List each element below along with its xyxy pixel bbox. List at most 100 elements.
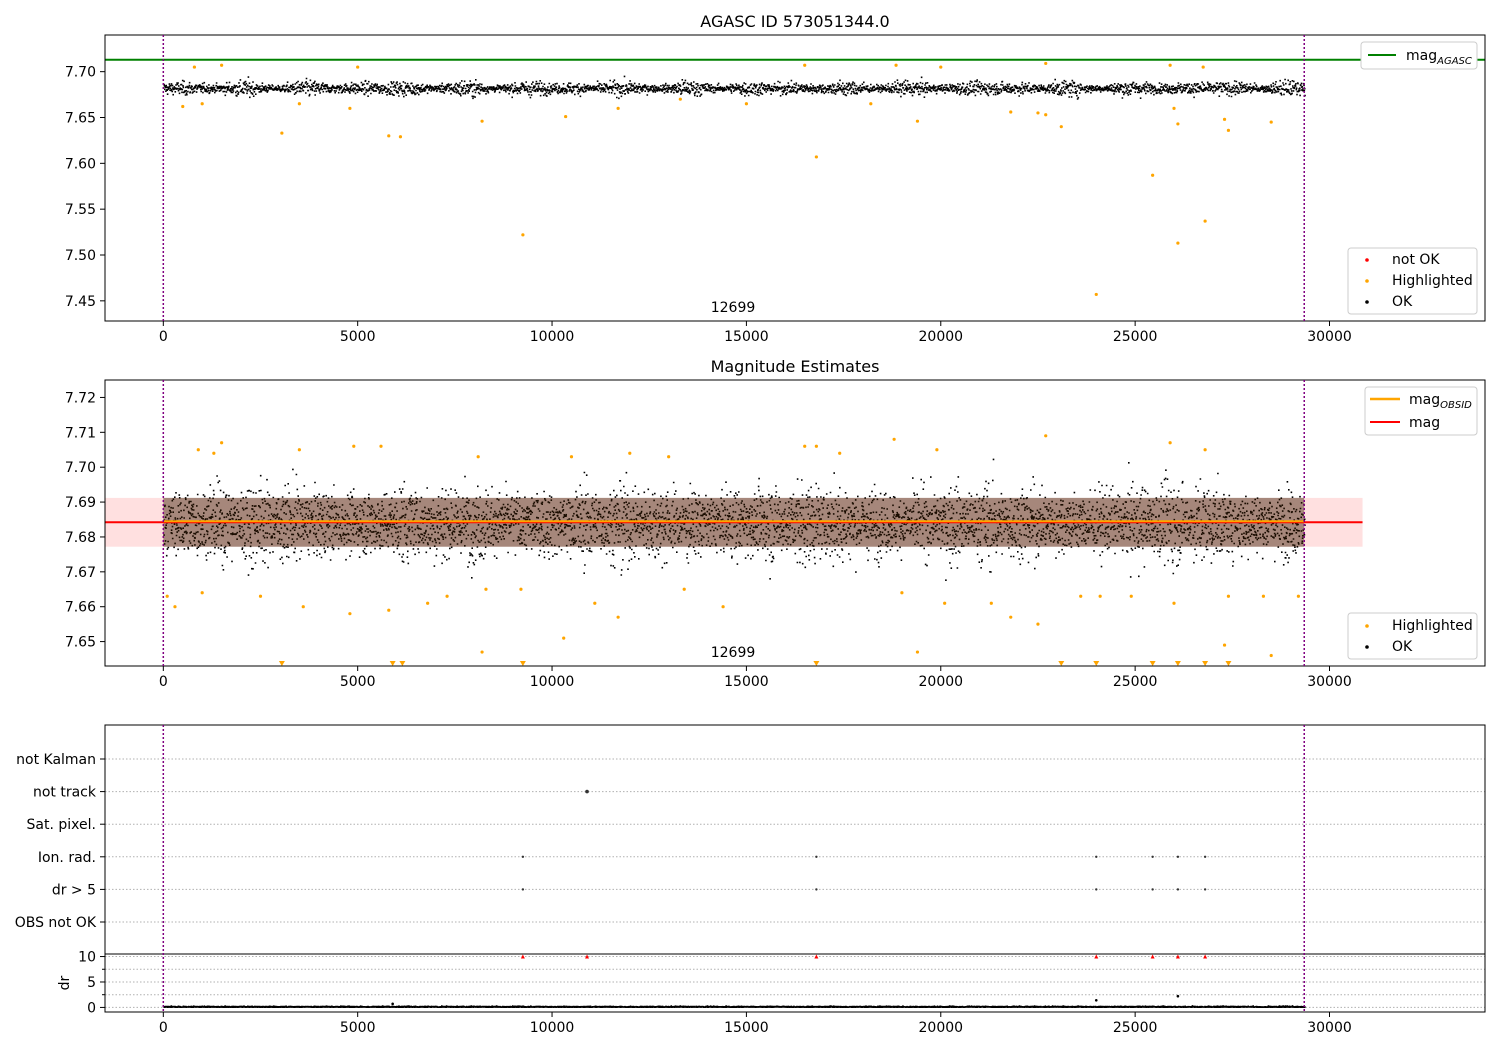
highlighted-point: [297, 448, 301, 452]
flag-point: [1095, 855, 1098, 858]
highlighted-point: [1172, 106, 1176, 110]
highlighted-point: [220, 441, 224, 445]
flag-label: Sat. pixel.: [27, 817, 96, 833]
flags-labels: not Kalman not track Sat. pixel. Ion. rad. d…: [15, 752, 97, 931]
highlighted-point: [616, 615, 620, 619]
dr-clipped-marker: [1094, 954, 1099, 959]
highlighted-point: [356, 65, 360, 69]
x-tick-label: 5000: [340, 329, 376, 345]
x-tick-label: 15000: [724, 329, 769, 345]
dr-clipped-marker: [520, 954, 525, 959]
highlighted-point: [387, 134, 391, 138]
y-tick-label: 7.55: [65, 202, 96, 218]
highlighted-point: [480, 119, 484, 123]
highlighted-point: [1172, 601, 1176, 605]
flag-point: [1151, 888, 1154, 891]
highlighted-point: [935, 448, 939, 452]
highlighted-point: [192, 65, 197, 69]
highlighted-point: [521, 233, 525, 237]
flag-point: [521, 888, 525, 891]
panel-dr: 0 5 10 0 5000 10000 15000 20000 25000 30000 dr: [57, 950, 1486, 1036]
highlighted-point: [1044, 61, 1048, 66]
highlighted-point: [200, 102, 204, 106]
lower-limit-marker: [1149, 661, 1156, 666]
lower-limit-marker: [389, 661, 396, 666]
y-tick-label: 7.68: [65, 530, 96, 546]
highlighted-point: [1094, 292, 1098, 297]
x-tick-label: 25000: [1113, 674, 1158, 690]
dr-outlier: [391, 1002, 394, 1006]
highlighted-point: [1009, 615, 1013, 619]
y-tick-label: 5: [87, 975, 96, 991]
highlighted-point: [628, 451, 632, 455]
ok-points: [163, 75, 1306, 100]
flag-point: [1203, 888, 1207, 891]
panel-top: AGASC ID 573051344.0 12699 7.457.507.557…: [65, 12, 1486, 345]
flag-point: [1176, 888, 1180, 891]
x-tick-label: 25000: [1113, 1020, 1158, 1036]
dr-points: [163, 954, 1306, 1008]
highlighted-point: [744, 102, 749, 106]
x-tick-label: 20000: [919, 1020, 964, 1036]
flag-point: [521, 855, 525, 858]
highlighted-point: [721, 605, 725, 609]
lower-limit-marker: [399, 661, 406, 666]
middle-title: Magnitude Estimates: [711, 357, 880, 376]
highlighted-point: [1168, 441, 1172, 445]
x-tick-label: 25000: [1113, 329, 1158, 345]
highlighted-point: [1269, 120, 1273, 124]
middle-frame: [104, 379, 1486, 667]
highlighted-point: [892, 437, 896, 441]
top-frame: [104, 34, 1486, 322]
lower-limit-marker: [1174, 661, 1181, 666]
y-tick-label: 7.71: [65, 425, 96, 441]
x-tick-label: 20000: [919, 674, 964, 690]
flag-label: not track: [33, 785, 97, 801]
flag-label: Ion. rad.: [38, 850, 96, 866]
highlighted-point: [196, 448, 200, 452]
highlighted-point: [803, 444, 807, 448]
highlighted-point: [398, 135, 403, 139]
x-tick-label: 0: [159, 1020, 168, 1036]
top-annotation: 12699: [711, 300, 756, 316]
highlighted-point: [165, 594, 169, 598]
highlighted-point: [667, 455, 671, 459]
highlighted-point: [616, 106, 620, 110]
top-legend-agasc: magAGASC: [1360, 41, 1478, 70]
highlighted-point: [1201, 65, 1205, 69]
y-tick-label: 7.66: [65, 600, 96, 616]
highlighted-point: [1222, 117, 1227, 121]
lower-limit-marker: [1202, 661, 1209, 666]
highlighted-point: [1079, 594, 1083, 598]
middle-legend-lines: magOBSID mag: [1364, 386, 1478, 436]
highlighted-point: [379, 444, 383, 448]
highlighted-point: [1203, 219, 1207, 223]
x-tick-label: 30000: [1307, 329, 1352, 345]
dr-x-ticks: 0 5000 10000 15000 20000 25000 30000: [159, 1012, 1352, 1036]
highlighted-point: [1044, 113, 1048, 117]
dr-clipped-marker: [1175, 954, 1180, 959]
flag-point: [815, 888, 818, 891]
top-highlighted-points: [181, 61, 1273, 297]
highlighted-point: [220, 63, 224, 67]
legend-mag-obsid-label: mag: [1409, 392, 1440, 408]
highlighted-point: [1269, 653, 1273, 658]
highlighted-point: [348, 612, 352, 616]
highlighted-point: [569, 455, 574, 459]
y-tick-label: 7.70: [65, 460, 96, 476]
highlighted-point: [814, 444, 818, 448]
highlighted-point: [1226, 128, 1231, 132]
dr-ylabel: dr: [57, 975, 73, 990]
y-tick-label: 7.65: [65, 111, 96, 127]
flag-point: [1095, 888, 1098, 891]
panel-flags: not Kalman not track Sat. pixel. Ion. rad. d…: [15, 724, 1486, 955]
y-tick-label: 7.67: [65, 565, 96, 581]
middle-legend-highlighted: Highlighted: [1392, 618, 1473, 634]
legend-highlighted: Highlighted: [1392, 273, 1473, 289]
highlighted-point: [682, 587, 686, 591]
flag-point: [815, 855, 818, 858]
dr-clipped-marker: [585, 954, 590, 959]
highlighted-point: [1059, 125, 1063, 129]
highlighted-point: [476, 455, 480, 459]
ok-points: [163, 458, 1306, 581]
